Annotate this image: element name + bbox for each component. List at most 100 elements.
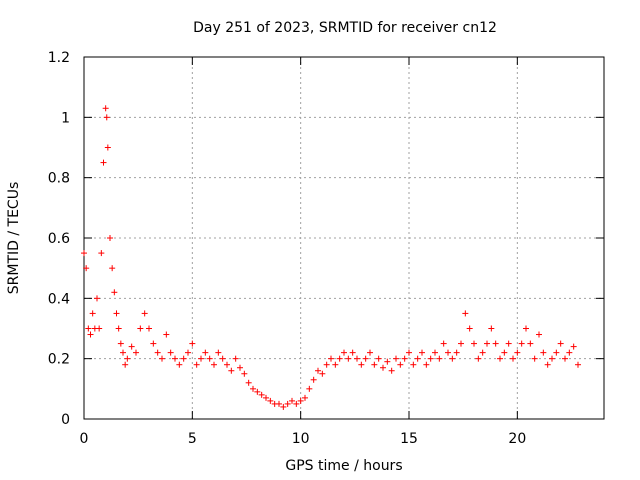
data-point bbox=[237, 364, 243, 371]
data-point bbox=[167, 349, 174, 356]
data-point bbox=[549, 355, 555, 362]
data-point bbox=[566, 349, 573, 356]
data-point bbox=[284, 400, 291, 407]
data-point bbox=[202, 349, 209, 356]
x-tick-label: 20 bbox=[508, 431, 526, 447]
data-point bbox=[510, 355, 516, 362]
data-point bbox=[488, 325, 495, 332]
data-point bbox=[345, 355, 352, 362]
data-point bbox=[419, 349, 425, 356]
data-point bbox=[570, 343, 577, 350]
data-point bbox=[397, 361, 404, 368]
data-point bbox=[245, 379, 252, 386]
data-point bbox=[206, 355, 213, 362]
data-point bbox=[172, 355, 178, 362]
data-point bbox=[393, 355, 399, 362]
data-point bbox=[371, 361, 378, 368]
data-point bbox=[115, 325, 122, 332]
data-point bbox=[388, 367, 395, 374]
y-tick-label: 0.6 bbox=[48, 231, 70, 247]
data-point bbox=[453, 349, 460, 356]
data-point bbox=[128, 343, 135, 350]
data-point bbox=[83, 265, 90, 272]
data-point bbox=[104, 144, 111, 151]
data-point bbox=[185, 349, 191, 356]
data-point bbox=[380, 364, 386, 371]
data-point bbox=[367, 349, 373, 356]
data-point bbox=[436, 355, 443, 362]
data-point bbox=[315, 367, 321, 374]
data-point bbox=[96, 325, 103, 332]
data-point bbox=[349, 349, 356, 356]
chart-title: Day 251 of 2023, SRMTID for receiver cn1… bbox=[193, 20, 497, 36]
y-tick-label: 0 bbox=[61, 412, 70, 428]
data-point bbox=[514, 349, 521, 356]
data-point bbox=[87, 331, 94, 338]
data-point bbox=[85, 325, 92, 332]
y-axis-label: SRMTID / TECUs bbox=[6, 182, 22, 295]
data-point bbox=[146, 325, 152, 332]
data-point bbox=[518, 340, 525, 347]
data-point bbox=[280, 403, 287, 410]
data-point bbox=[113, 310, 120, 317]
data-point bbox=[475, 355, 482, 362]
data-point bbox=[241, 370, 248, 377]
data-point bbox=[211, 361, 217, 368]
x-tick-label: 15 bbox=[400, 431, 418, 447]
data-point bbox=[458, 340, 464, 347]
tick-labels: 0 0.2 0.4 0.6 0.8 1 1.2 0 5 10 15 20 bbox=[48, 50, 527, 447]
data-point bbox=[232, 355, 239, 362]
data-point bbox=[276, 400, 282, 407]
data-point bbox=[484, 340, 490, 347]
data-point bbox=[432, 349, 438, 356]
data-point bbox=[150, 340, 157, 347]
data-point bbox=[81, 250, 87, 257]
data-point bbox=[427, 355, 434, 362]
data-point bbox=[471, 340, 477, 347]
data-point bbox=[362, 355, 369, 362]
data-point bbox=[302, 394, 308, 401]
data-point bbox=[406, 349, 412, 356]
data-points bbox=[81, 105, 581, 410]
y-tick-label: 0.8 bbox=[48, 171, 70, 187]
x-axis-label: GPS time / hours bbox=[285, 458, 402, 474]
data-point bbox=[575, 361, 581, 368]
data-point bbox=[384, 358, 391, 365]
data-point bbox=[117, 340, 124, 347]
x-tick-label: 0 bbox=[80, 431, 89, 447]
data-point bbox=[466, 325, 473, 332]
data-point bbox=[462, 310, 469, 317]
data-point bbox=[193, 361, 200, 368]
data-point bbox=[414, 355, 421, 362]
data-point bbox=[98, 250, 105, 257]
data-point bbox=[440, 340, 447, 347]
data-point bbox=[319, 370, 326, 377]
data-point bbox=[336, 355, 343, 362]
data-point bbox=[100, 159, 107, 166]
data-point bbox=[293, 400, 300, 407]
data-point bbox=[536, 331, 542, 338]
data-point bbox=[531, 355, 538, 362]
y-tick-label: 1 bbox=[61, 110, 70, 126]
data-point bbox=[341, 349, 347, 356]
x-tick-label: 10 bbox=[292, 431, 310, 447]
data-point bbox=[354, 355, 360, 362]
data-point bbox=[497, 355, 503, 362]
data-point bbox=[250, 385, 256, 392]
data-point bbox=[263, 394, 269, 401]
data-point bbox=[109, 265, 116, 272]
data-point bbox=[540, 349, 547, 356]
data-point bbox=[358, 361, 365, 368]
data-point bbox=[219, 355, 226, 362]
data-point bbox=[562, 355, 568, 362]
data-point bbox=[501, 349, 508, 356]
data-point bbox=[267, 397, 274, 404]
data-point bbox=[505, 340, 512, 347]
data-point bbox=[124, 355, 131, 362]
data-point bbox=[449, 355, 456, 362]
data-point bbox=[107, 235, 113, 241]
data-point bbox=[133, 349, 139, 356]
data-point bbox=[215, 349, 222, 356]
data-point bbox=[159, 355, 165, 362]
